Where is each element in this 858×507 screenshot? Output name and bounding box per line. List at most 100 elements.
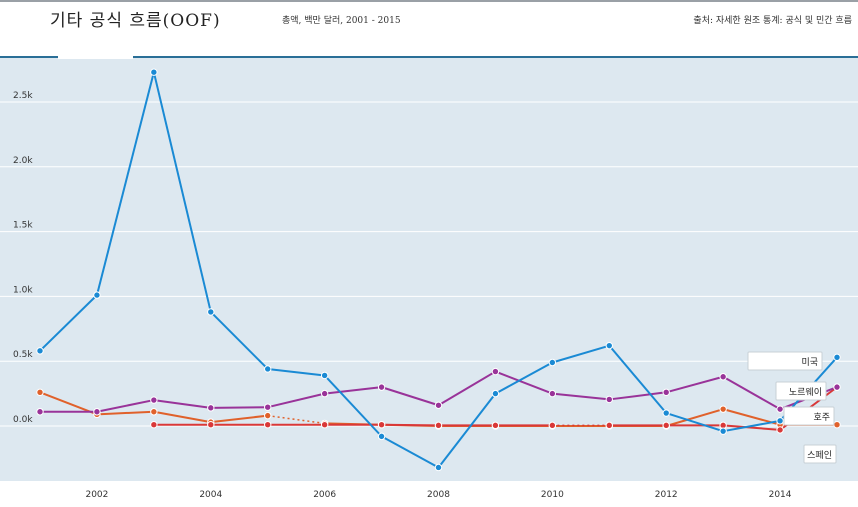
- data-point-series-1[interactable]: [264, 365, 272, 373]
- chart-title: 기타 공식 흐름(OOF): [50, 11, 221, 31]
- series-segment-1: [95, 71, 155, 296]
- series-label: 미국: [801, 357, 818, 368]
- data-point-series-4[interactable]: [434, 421, 443, 430]
- data-point-series-4[interactable]: [548, 421, 557, 430]
- series-segment-3: [96, 410, 154, 416]
- data-point-series-2[interactable]: [719, 373, 727, 381]
- series-segment-1: [39, 294, 98, 352]
- data-point-series-4[interactable]: [776, 426, 784, 434]
- series-label: 노르웨이: [789, 386, 822, 398]
- data-point-series-4[interactable]: [377, 421, 386, 429]
- series-segment-1: [494, 361, 553, 395]
- data-point-series-4[interactable]: [491, 421, 500, 430]
- data-point-series-2[interactable]: [776, 405, 784, 413]
- data-point-series-3[interactable]: [36, 388, 44, 397]
- series-segment-2: [609, 391, 667, 401]
- data-point-series-1[interactable]: [434, 463, 443, 472]
- series-label-box: [783, 406, 835, 426]
- data-point-series-4[interactable]: [150, 421, 158, 429]
- series-segment-3: [210, 414, 268, 424]
- data-point-series-2[interactable]: [548, 389, 557, 398]
- y-tick-label: 2.5k: [13, 91, 33, 101]
- data-point-series-1[interactable]: [605, 341, 613, 350]
- data-point-series-4[interactable]: [207, 421, 215, 429]
- data-point-series-1[interactable]: [36, 347, 44, 355]
- series-label-box: [775, 381, 827, 401]
- series-segment-1: [381, 435, 439, 469]
- series-label-box: [803, 444, 837, 464]
- series-segment-1: [323, 374, 383, 438]
- data-point-series-4[interactable]: [605, 421, 613, 430]
- series-segment-1: [722, 419, 781, 433]
- data-point-series-1[interactable]: [662, 409, 670, 417]
- data-point-series-2[interactable]: [662, 388, 670, 397]
- y-tick-label: 0.5k: [13, 350, 33, 360]
- y-tick-label: 1.5k: [13, 221, 33, 231]
- data-point-series-1[interactable]: [776, 417, 784, 425]
- x-tick-label: 2008: [427, 490, 450, 500]
- chart-header: 기타 공식 흐름(OOF) 총액, 백만 달러, 2001 - 2015 출처:…: [0, 2, 858, 58]
- x-axis-area: [0, 481, 858, 507]
- active-tab-indicator: [58, 56, 133, 59]
- x-tick-label: 2002: [85, 490, 108, 500]
- series-segment-4: [381, 423, 439, 427]
- series-segment-1: [608, 345, 667, 414]
- data-point-series-2[interactable]: [605, 395, 613, 404]
- data-point-series-2[interactable]: [93, 408, 101, 416]
- data-point-series-2[interactable]: [320, 389, 329, 398]
- data-point-series-1[interactable]: [719, 427, 727, 435]
- x-tick-label: 2006: [313, 490, 336, 500]
- series-segment-2: [437, 370, 496, 407]
- data-point-series-2[interactable]: [434, 401, 443, 409]
- data-point-series-2[interactable]: [36, 408, 44, 416]
- data-point-series-3[interactable]: [719, 405, 727, 413]
- series-segment-2: [552, 392, 610, 401]
- data-point-series-1[interactable]: [93, 291, 101, 299]
- data-point-series-1[interactable]: [207, 308, 215, 316]
- y-tick-label: 0.0k: [13, 415, 33, 425]
- plot-area: [0, 58, 858, 481]
- series-segment-2: [267, 392, 325, 409]
- series-segment-1: [210, 311, 269, 370]
- x-tick-label: 2014: [769, 490, 792, 500]
- data-point-series-2[interactable]: [833, 383, 841, 391]
- data-point-series-4[interactable]: [662, 421, 670, 430]
- data-point-series-3[interactable]: [264, 411, 272, 420]
- data-point-series-1[interactable]: [833, 353, 841, 362]
- series-segment-1: [152, 71, 212, 313]
- data-point-series-2[interactable]: [264, 403, 272, 411]
- data-point-series-3[interactable]: [150, 408, 158, 416]
- series-segment-4: [723, 424, 781, 431]
- data-point-series-4[interactable]: [320, 421, 329, 429]
- series-segment-3: [39, 391, 98, 416]
- series-label: 호주: [813, 412, 830, 423]
- series-segment-2: [153, 399, 211, 409]
- series-label-box: [747, 351, 823, 371]
- series-segment-2: [381, 386, 439, 407]
- series-segment-2: [324, 386, 382, 395]
- data-point-series-1[interactable]: [320, 371, 329, 380]
- chart-source[interactable]: 출처: 자세한 원조 통계: 공식 및 민간 흐름: [693, 16, 852, 26]
- series-segment-2: [665, 375, 724, 394]
- series-segment-2: [210, 406, 268, 409]
- series-segment-2: [722, 375, 781, 411]
- header-rule: [0, 56, 858, 58]
- data-point-series-1[interactable]: [150, 68, 158, 76]
- data-point-series-2[interactable]: [150, 396, 158, 404]
- data-point-series-1[interactable]: [491, 389, 500, 398]
- series-segment-2: [495, 370, 553, 395]
- data-point-series-2[interactable]: [377, 383, 386, 391]
- data-point-series-2[interactable]: [207, 404, 215, 412]
- data-point-series-2[interactable]: [491, 367, 500, 376]
- y-tick-label: 1.0k: [13, 285, 33, 295]
- data-point-series-1[interactable]: [377, 432, 386, 441]
- top-rule: [0, 0, 858, 2]
- x-tick-label: 2012: [655, 490, 678, 500]
- data-point-series-4[interactable]: [264, 421, 272, 429]
- series-segment-1: [267, 367, 325, 377]
- series-segment-1: [552, 344, 610, 364]
- data-point-series-1[interactable]: [548, 358, 557, 367]
- x-tick-label: 2004: [199, 490, 222, 500]
- data-point-series-3[interactable]: [833, 421, 841, 429]
